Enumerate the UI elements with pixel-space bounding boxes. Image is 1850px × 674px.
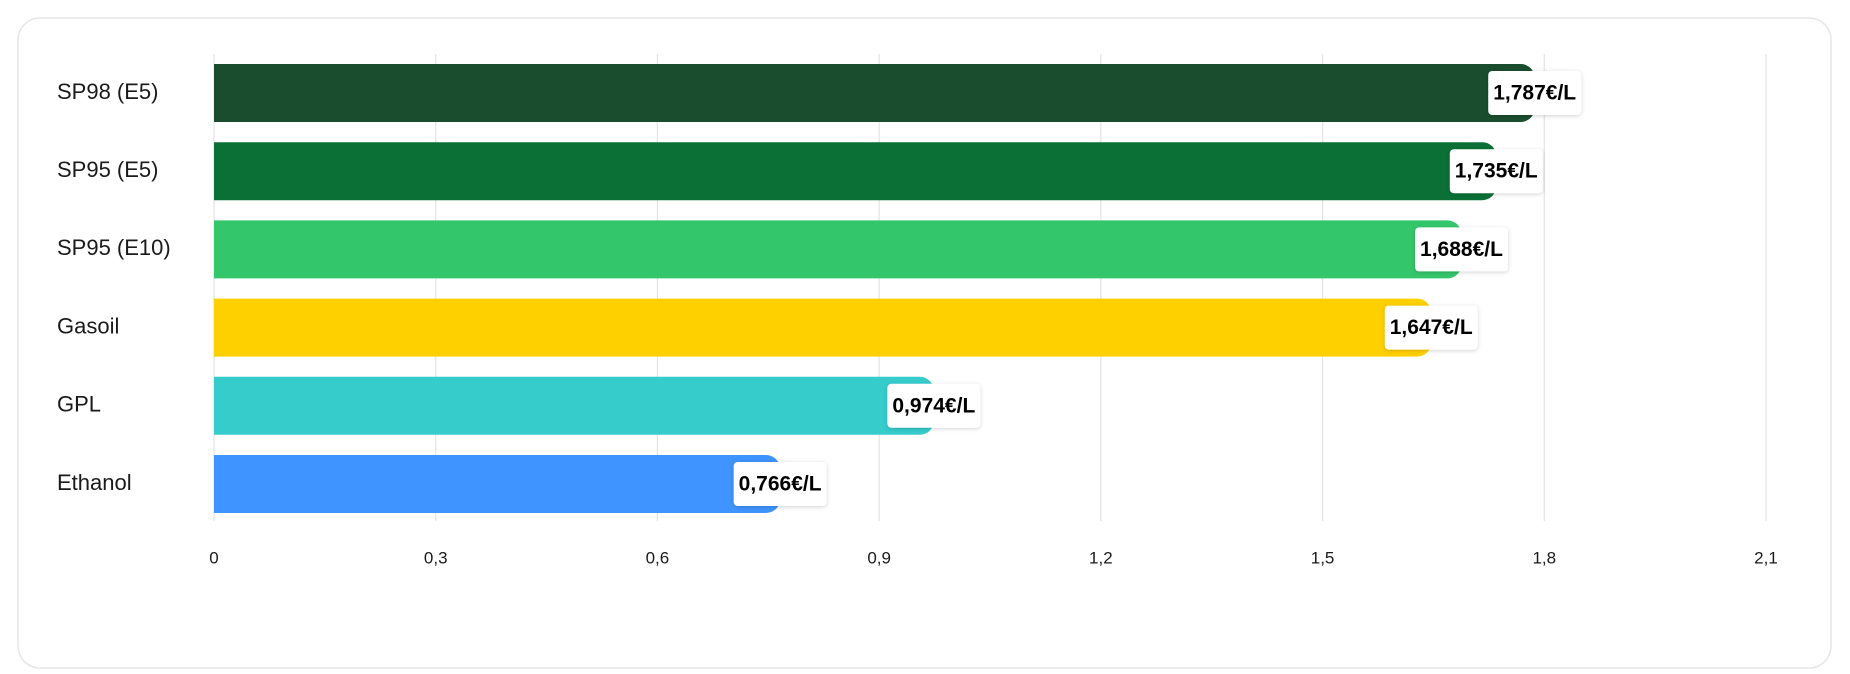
category-label: GPL: [57, 392, 101, 417]
x-tick-label: 1,5: [1311, 548, 1335, 567]
value-label: 1,688€/L: [1415, 227, 1508, 272]
value-label-text: 1,787€/L: [1493, 82, 1576, 105]
category-label: SP95 (E5): [57, 157, 159, 182]
x-tick-label: 1,2: [1089, 548, 1113, 567]
x-tick-label: 0: [209, 548, 218, 567]
bar: [214, 142, 1497, 201]
value-label: 1,735€/L: [1449, 149, 1543, 194]
value-label-text: 0,974€/L: [892, 394, 975, 417]
plot-area: 0 0,3 0,6 0,9 1,2 1,5 1,8 2,1 SP98 (E5) 1,787€/L S…: [57, 54, 1778, 567]
category-label: Gasoil: [57, 313, 119, 338]
value-label: 0,766€/L: [733, 462, 827, 506]
category-label: Ethanol: [57, 470, 132, 495]
value-label-text: 1,735€/L: [1455, 160, 1538, 183]
value-label-box: [1384, 305, 1478, 350]
value-label: 0,974€/L: [887, 383, 981, 428]
x-tick-label: 0,6: [646, 548, 670, 567]
value-label-box: [1415, 227, 1508, 272]
category-label: SP98 (E5): [57, 79, 159, 104]
bar: [214, 455, 781, 513]
x-tick-label: 0,9: [867, 548, 891, 567]
value-label-text: 0,766€/L: [739, 473, 822, 496]
bar: [214, 376, 934, 435]
bar: [214, 298, 1432, 357]
value-label-box: [733, 462, 827, 506]
bar: [214, 220, 1462, 279]
value-label-box: [1488, 71, 1582, 115]
category-label: SP95 (E10): [57, 235, 171, 260]
value-label-box: [887, 383, 981, 428]
bar: [214, 64, 1535, 122]
value-label-text: 1,688€/L: [1420, 238, 1503, 261]
x-tick-label: 0,3: [424, 548, 448, 567]
x-tick-label: 2,1: [1754, 548, 1778, 567]
value-label: 1,787€/L: [1488, 71, 1582, 115]
x-tick-label: 1,8: [1532, 548, 1556, 567]
value-label-box: [1449, 149, 1543, 194]
value-label-text: 1,647€/L: [1390, 316, 1473, 339]
value-label: 1,647€/L: [1384, 305, 1478, 350]
